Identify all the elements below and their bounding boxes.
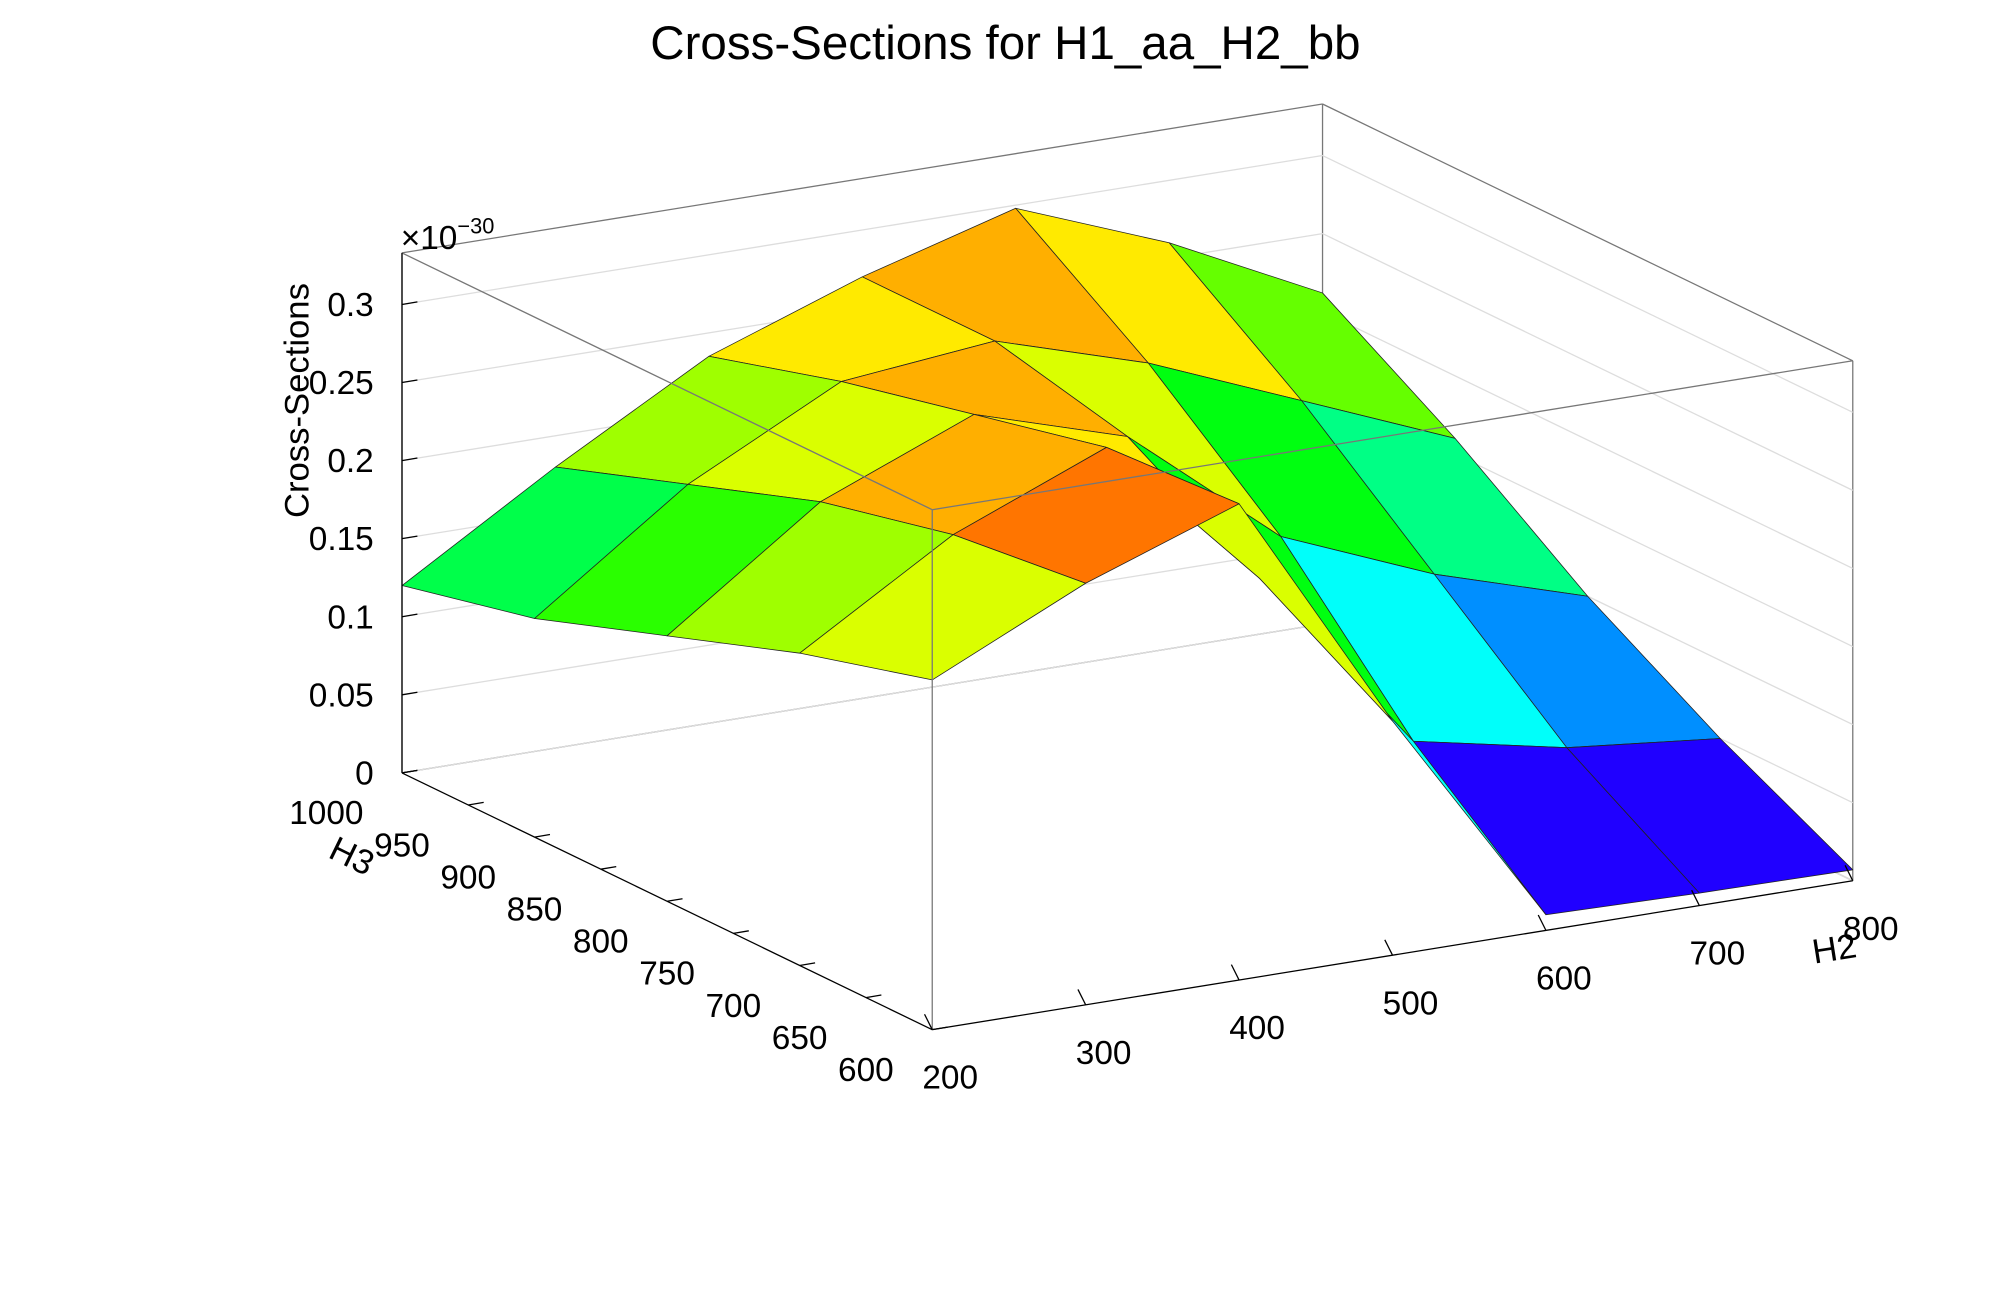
- surface: [401, 207, 1854, 916]
- z-tick-label: 0.25: [309, 365, 374, 402]
- y-tick-label: 800: [573, 924, 629, 961]
- z-tick: [401, 457, 418, 462]
- y-tick: [932, 1026, 948, 1031]
- grid-line: [1322, 154, 1854, 413]
- box-edge: [1322, 103, 1854, 362]
- x-tick-label: 300: [1076, 1035, 1132, 1072]
- front-layer: 0 0.05 0.1 0.15 0.2 0.25 0.3 200 300 400 500 600 700…: [289, 252, 1899, 1097]
- x-tick-label: 800: [1843, 911, 1899, 948]
- z-tick: [401, 535, 418, 540]
- x-tick-label: 400: [1229, 1010, 1285, 1047]
- x-tick: [1844, 865, 1854, 882]
- box-edge: [401, 252, 933, 511]
- z-multiplier-exponent: −30: [457, 214, 494, 239]
- box-edge: [932, 360, 1853, 511]
- x-tick: [1537, 914, 1547, 931]
- surface-cell: [799, 534, 1087, 681]
- y-tick: [667, 898, 683, 902]
- y-tick-label: 750: [639, 956, 695, 993]
- x-tick: [1077, 989, 1087, 1006]
- y-tick: [865, 994, 882, 999]
- y-tick-label: 600: [838, 1052, 894, 1089]
- z-axis-title: Cross-Sections: [278, 283, 316, 518]
- y-tick: [733, 930, 749, 935]
- x-tick: [1230, 964, 1240, 981]
- z-tick-label: 0.2: [327, 443, 373, 480]
- y-tick-label: 850: [507, 892, 563, 929]
- z-tick: [401, 613, 418, 618]
- x-tick-label: 700: [1689, 936, 1745, 973]
- x-tick: [923, 1013, 933, 1030]
- grid-line: [1322, 311, 1854, 570]
- box-edge: [401, 103, 1323, 254]
- z-tick-label: 0.15: [309, 521, 374, 558]
- y-tick: [799, 962, 816, 967]
- x-tick-label: 200: [922, 1060, 978, 1097]
- z-tick: [401, 301, 418, 306]
- y-tick: [534, 833, 551, 838]
- x-tick-label: 600: [1536, 960, 1592, 997]
- z-tick: [401, 379, 418, 384]
- y-axis-title: H3: [323, 830, 379, 884]
- z-multiplier-base: ×10: [401, 220, 458, 257]
- y-tick-label: 950: [374, 827, 430, 864]
- grid-line: [401, 623, 1323, 774]
- z-tick-label: 0.05: [309, 677, 374, 714]
- y-tick-label: 900: [440, 859, 496, 896]
- z-tick-label: 0: [355, 755, 374, 792]
- y-tick: [600, 865, 617, 870]
- x-axis-title: H2: [1810, 927, 1860, 971]
- z-tick-label: 0.1: [327, 599, 373, 636]
- z-multiplier: ×10−30: [401, 214, 495, 257]
- x-tick: [1691, 889, 1700, 906]
- y-tick-label: 1000: [289, 795, 363, 832]
- chart-title: Cross-Sections for H1_aa_H2_bb: [650, 17, 1360, 70]
- y-tick: [401, 769, 418, 774]
- y-tick-label: 700: [705, 988, 761, 1025]
- z-tick-label: 0.3: [327, 287, 373, 324]
- z-tick: [401, 691, 418, 696]
- y-tick-label: 650: [772, 1020, 828, 1057]
- x-tick: [1384, 939, 1394, 956]
- grid-line: [401, 154, 1323, 306]
- y-tick: [468, 801, 484, 806]
- x-tick-label: 500: [1383, 985, 1439, 1022]
- grid-line: [1322, 233, 1854, 491]
